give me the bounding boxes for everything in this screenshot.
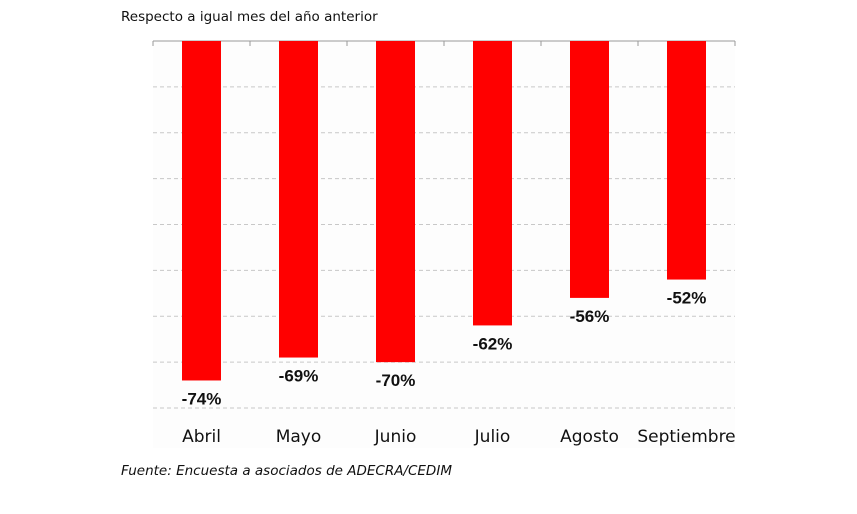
- bar: [570, 41, 609, 298]
- category-label: Abril: [182, 427, 221, 447]
- data-label: -69%: [279, 367, 319, 386]
- plot-area: [153, 41, 735, 448]
- bar: [473, 41, 512, 326]
- chart-subtitle: Respecto a igual mes del año anterior: [121, 9, 378, 25]
- bar: [279, 41, 318, 358]
- category-label: Agosto: [560, 427, 619, 447]
- bar: [376, 41, 415, 363]
- category-label: Mayo: [276, 427, 322, 447]
- bar: [667, 41, 706, 280]
- category-label: Septiembre: [637, 427, 735, 447]
- category-label: Julio: [474, 427, 511, 447]
- bar: [182, 41, 221, 381]
- data-label: -52%: [667, 289, 707, 308]
- data-label: -62%: [473, 334, 513, 353]
- data-label: -70%: [376, 371, 416, 390]
- data-label: -74%: [182, 389, 222, 408]
- data-label: -56%: [570, 307, 610, 326]
- source-note: Fuente: Encuesta a asociados de ADECRA/C…: [121, 463, 452, 479]
- category-label: Junio: [374, 427, 417, 447]
